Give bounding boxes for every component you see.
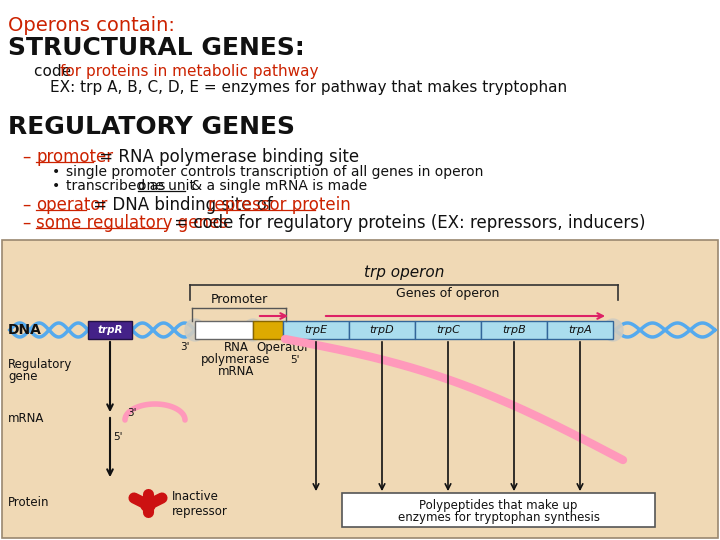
Text: Promoter: Promoter	[210, 293, 268, 306]
Text: 5': 5'	[290, 355, 300, 365]
Text: = RNA polymerase binding site: = RNA polymerase binding site	[94, 148, 359, 166]
Text: STRUCTURAL GENES:: STRUCTURAL GENES:	[8, 36, 305, 60]
FancyBboxPatch shape	[195, 321, 253, 339]
Text: •: •	[52, 165, 60, 179]
Text: 3': 3'	[127, 408, 137, 418]
Text: transcribed as: transcribed as	[66, 179, 170, 193]
Text: 5': 5'	[114, 432, 123, 442]
Text: –: –	[22, 148, 30, 166]
Ellipse shape	[243, 319, 263, 341]
Text: Operons contain:: Operons contain:	[8, 16, 175, 35]
Text: trpR: trpR	[97, 325, 122, 335]
Text: = DNA binding site of: = DNA binding site of	[88, 196, 278, 214]
Text: trpC: trpC	[436, 325, 460, 335]
Text: EX: trp A, B, C, D, E = enzymes for pathway that makes tryptophan: EX: trp A, B, C, D, E = enzymes for path…	[50, 80, 567, 95]
Text: operator: operator	[36, 196, 107, 214]
Text: Inactive
repressor: Inactive repressor	[172, 490, 228, 518]
Text: mRNA: mRNA	[218, 365, 254, 378]
Text: Regulatory: Regulatory	[8, 358, 73, 371]
Text: –: –	[22, 214, 30, 232]
Text: RNA: RNA	[224, 341, 248, 354]
FancyBboxPatch shape	[342, 493, 655, 527]
FancyBboxPatch shape	[481, 321, 547, 339]
Text: mRNA: mRNA	[8, 412, 45, 425]
Ellipse shape	[603, 319, 623, 341]
Ellipse shape	[185, 319, 205, 341]
Text: = code for regulatory proteins (EX: repressors, inducers): = code for regulatory proteins (EX: repr…	[169, 214, 646, 232]
FancyBboxPatch shape	[253, 321, 283, 339]
Text: code: code	[34, 64, 76, 79]
Text: repressor protein: repressor protein	[208, 196, 351, 214]
Text: trp operon: trp operon	[364, 265, 444, 280]
FancyBboxPatch shape	[88, 321, 132, 339]
Text: Protein: Protein	[8, 496, 50, 509]
Text: –: –	[22, 196, 30, 214]
Text: 3': 3'	[181, 342, 190, 352]
Text: gene: gene	[8, 370, 37, 383]
FancyBboxPatch shape	[2, 240, 718, 538]
FancyBboxPatch shape	[415, 321, 481, 339]
Text: trpD: trpD	[369, 325, 395, 335]
Text: DNA: DNA	[8, 323, 42, 337]
Text: Polypeptides that make up: Polypeptides that make up	[419, 498, 577, 511]
Text: enzymes for tryptophan synthesis: enzymes for tryptophan synthesis	[397, 510, 600, 523]
Text: trpA: trpA	[568, 325, 592, 335]
Text: & a single mRNA is made: & a single mRNA is made	[187, 179, 367, 193]
Text: polymerase: polymerase	[202, 353, 271, 366]
FancyBboxPatch shape	[349, 321, 415, 339]
Text: •: •	[52, 179, 60, 193]
Text: trpB: trpB	[502, 325, 526, 335]
FancyBboxPatch shape	[547, 321, 613, 339]
Text: one unit: one unit	[138, 179, 195, 193]
Text: REGULATORY GENES: REGULATORY GENES	[8, 115, 295, 139]
Text: promoter: promoter	[36, 148, 113, 166]
Text: some regulatory genes: some regulatory genes	[36, 214, 228, 232]
Text: trpE: trpE	[305, 325, 328, 335]
FancyBboxPatch shape	[283, 321, 349, 339]
Text: Genes of operon: Genes of operon	[396, 287, 500, 300]
Text: for proteins in metabolic pathway: for proteins in metabolic pathway	[60, 64, 318, 79]
Text: Operator: Operator	[256, 341, 310, 354]
Text: single promoter controls transcription of all genes in operon: single promoter controls transcription o…	[66, 165, 483, 179]
